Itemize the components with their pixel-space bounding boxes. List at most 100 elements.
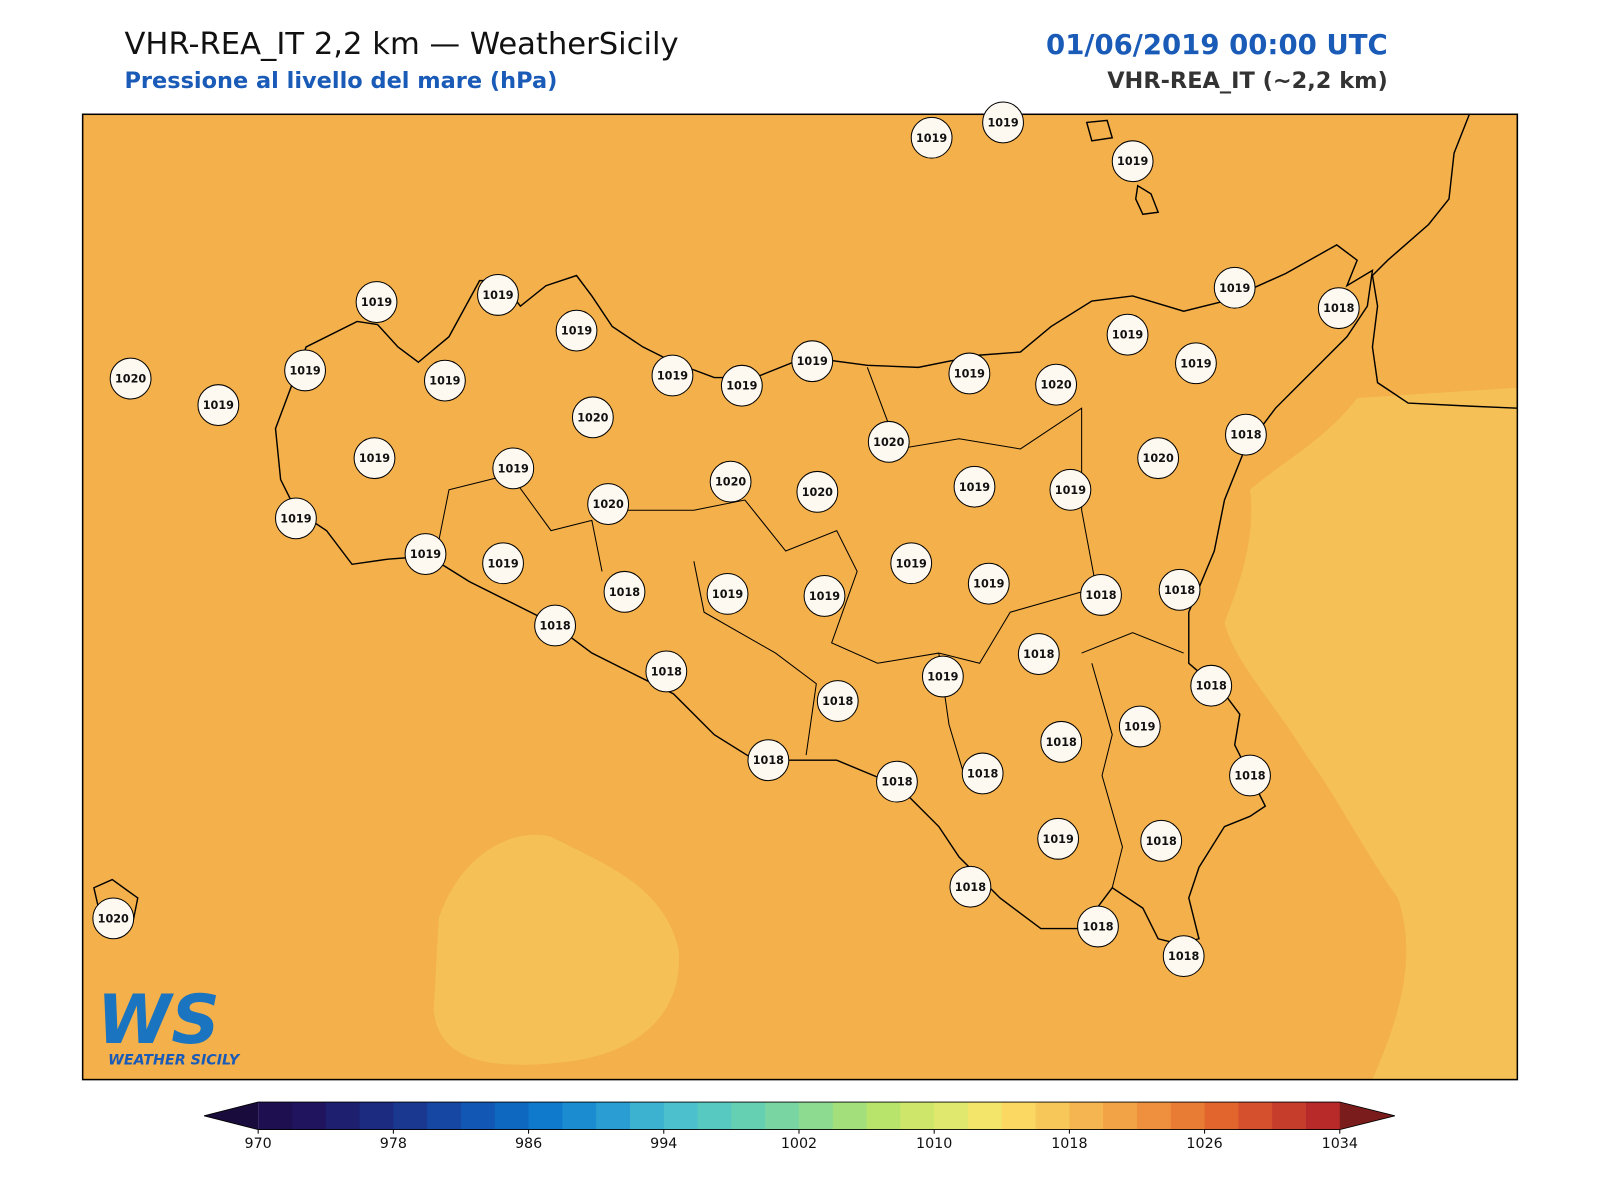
- colorbar-band: [393, 1102, 428, 1130]
- colorbar-tick-label: 1010: [916, 1136, 952, 1152]
- station: 1018: [1225, 413, 1267, 456]
- colorbar-band: [629, 1102, 665, 1130]
- station-value: 1018: [1085, 589, 1116, 602]
- colorbar-band: [1103, 1102, 1138, 1130]
- station: 1019: [948, 352, 991, 395]
- station-value: 1018: [1323, 302, 1354, 315]
- station-value: 1018: [1230, 429, 1261, 442]
- station-marker: [910, 116, 953, 159]
- colorbar-band: [967, 1102, 1003, 1130]
- station: 1020: [587, 483, 630, 525]
- station-marker: [482, 542, 524, 585]
- station-value: 1018: [1168, 950, 1199, 963]
- station-marker: [1049, 468, 1092, 511]
- station: 1020: [796, 470, 839, 513]
- station: 1018: [534, 604, 577, 647]
- station: 1020: [1137, 437, 1180, 480]
- station: 1019: [1106, 313, 1149, 356]
- station: 1019: [921, 655, 964, 698]
- station-value: 1020: [873, 436, 904, 449]
- sicily: [274, 244, 1374, 945]
- station-value: 1019: [361, 296, 392, 309]
- station-value: 1019: [561, 325, 592, 338]
- station-marker: [1035, 363, 1078, 406]
- station-marker: [197, 384, 240, 427]
- station-marker: [355, 281, 398, 323]
- station-marker: [1317, 287, 1360, 330]
- station-value: 1018: [1196, 680, 1227, 693]
- station-marker: [1140, 819, 1183, 862]
- colorbar-tick-label: 994: [650, 1136, 677, 1152]
- colorbar-over: [1339, 1102, 1395, 1130]
- colorbar-band: [427, 1102, 462, 1130]
- station-marker: [1017, 633, 1060, 675]
- station: 1020: [109, 357, 152, 400]
- field-patch: [1224, 387, 1518, 1080]
- station-marker: [747, 739, 790, 782]
- station-value: 1019: [987, 116, 1018, 129]
- station: 1019: [791, 340, 834, 383]
- station-marker: [492, 447, 535, 490]
- station-value: 1018: [822, 695, 853, 708]
- station-marker: [1175, 342, 1217, 385]
- title: VHR-REA_IT 2,2 km — WeatherSicily: [124, 27, 678, 62]
- station-marker: [791, 340, 834, 383]
- stations: 1019 1019 1019 1019 1019 1019 1019 1019 1020 1019…: [92, 101, 1360, 978]
- map-frame: [81, 113, 1519, 1081]
- station: 1019: [1049, 468, 1092, 511]
- station-marker: [1037, 817, 1080, 860]
- station-marker: [921, 655, 964, 698]
- station-value: 1019: [797, 355, 828, 368]
- station: 1019: [482, 542, 524, 585]
- colorbar-band: [291, 1102, 327, 1130]
- station: 1019: [404, 533, 447, 575]
- station-value: 1019: [954, 367, 985, 380]
- map: 1019 1019 1019 1019 1019 1019 1019 1019 1020 1019…: [81, 101, 1519, 1081]
- station: 1019: [953, 465, 996, 508]
- station-marker: [1190, 664, 1233, 707]
- station: 1019: [555, 309, 598, 352]
- station: 1020: [571, 396, 614, 439]
- station: 1019: [706, 572, 749, 615]
- colorbar-band: [325, 1102, 361, 1130]
- station-value: 1018: [539, 620, 570, 633]
- station-marker: [534, 604, 577, 647]
- colorbar-band: [1069, 1102, 1104, 1130]
- colorbar-band: [258, 1102, 293, 1130]
- province-borders: [438, 367, 1184, 888]
- station-value: 1019: [429, 375, 460, 388]
- station-marker: [1162, 935, 1205, 978]
- station: 1018: [961, 752, 1004, 795]
- station-value: 1018: [955, 881, 986, 894]
- station-marker: [1158, 568, 1201, 611]
- station-marker: [796, 470, 839, 513]
- station: 1019: [910, 116, 953, 159]
- colorbar-band: [731, 1102, 766, 1130]
- colorbar-band: [359, 1102, 394, 1130]
- station: 1019: [1111, 140, 1154, 183]
- station-marker: [949, 865, 992, 908]
- station-value: 1019: [1124, 721, 1155, 734]
- station-value: 1020: [1143, 452, 1174, 465]
- station: 1019: [651, 354, 694, 397]
- colorbar-band: [1136, 1102, 1172, 1130]
- station-value: 1019: [916, 132, 947, 145]
- station: 1020: [709, 460, 752, 503]
- station-marker: [109, 357, 152, 400]
- station-marker: [1111, 140, 1154, 183]
- station: 1019: [275, 497, 317, 540]
- station-value: 1020: [115, 373, 146, 386]
- colorbar-tick-label: 1002: [781, 1136, 817, 1152]
- colorbar-band: [1001, 1102, 1037, 1130]
- station-marker: [803, 575, 846, 617]
- station-marker: [423, 359, 466, 402]
- station: 1018: [747, 739, 790, 782]
- station: 1019: [1175, 342, 1217, 385]
- station-value: 1018: [1234, 770, 1265, 783]
- station-marker: [404, 533, 447, 575]
- station-value: 1018: [1164, 584, 1195, 597]
- colorbar-band: [1305, 1102, 1341, 1130]
- station-value: 1019: [410, 548, 441, 561]
